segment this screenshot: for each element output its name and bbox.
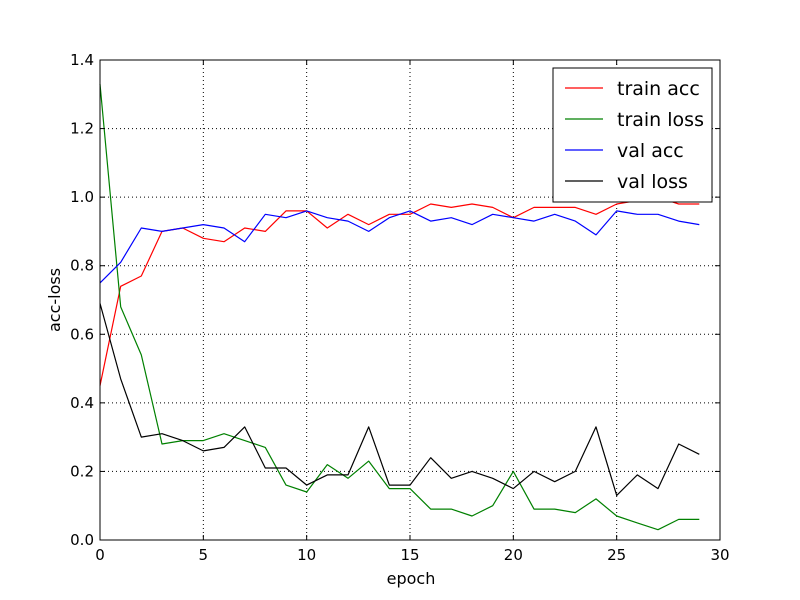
- y-tick-label: 0.8: [70, 257, 94, 275]
- axis-ticks: 0 5 10 15 20 25 30 0.0 0.2 0.4 0.6 0.8 1.0 1.2 1.4: [70, 51, 729, 564]
- series-lines: [99, 83, 700, 531]
- x-tick-label: 5: [199, 546, 209, 564]
- legend-label: val acc: [617, 140, 684, 162]
- y-axis-label: acc-loss: [45, 268, 64, 332]
- legend-label: val loss: [617, 171, 688, 193]
- legend: train acc train loss val acc val loss: [552, 67, 713, 203]
- y-tick-label: 0.0: [70, 531, 94, 549]
- y-tick-label: 1.2: [70, 120, 94, 138]
- x-tick-label: 10: [297, 546, 316, 564]
- y-tick-label: 1.0: [70, 188, 94, 206]
- y-tick-label: 0.6: [70, 325, 94, 343]
- series-line-val-acc: [99, 210, 700, 284]
- legend-label: train loss: [617, 109, 704, 131]
- x-tick-label: 30: [710, 546, 729, 564]
- y-tick-label: 0.4: [70, 394, 94, 412]
- legend-box: [552, 67, 713, 203]
- x-tick-label: 15: [400, 546, 419, 564]
- legend-label: train acc: [617, 78, 700, 100]
- x-tick-label: 20: [504, 546, 523, 564]
- x-tick-label: 0: [95, 546, 105, 564]
- series-line-val-loss: [99, 303, 700, 496]
- series-line-train-loss: [99, 83, 700, 531]
- x-tick-label: 25: [607, 546, 626, 564]
- x-axis-label: epoch: [387, 569, 436, 588]
- y-tick-label: 1.4: [70, 51, 94, 69]
- y-tick-label: 0.2: [70, 462, 94, 480]
